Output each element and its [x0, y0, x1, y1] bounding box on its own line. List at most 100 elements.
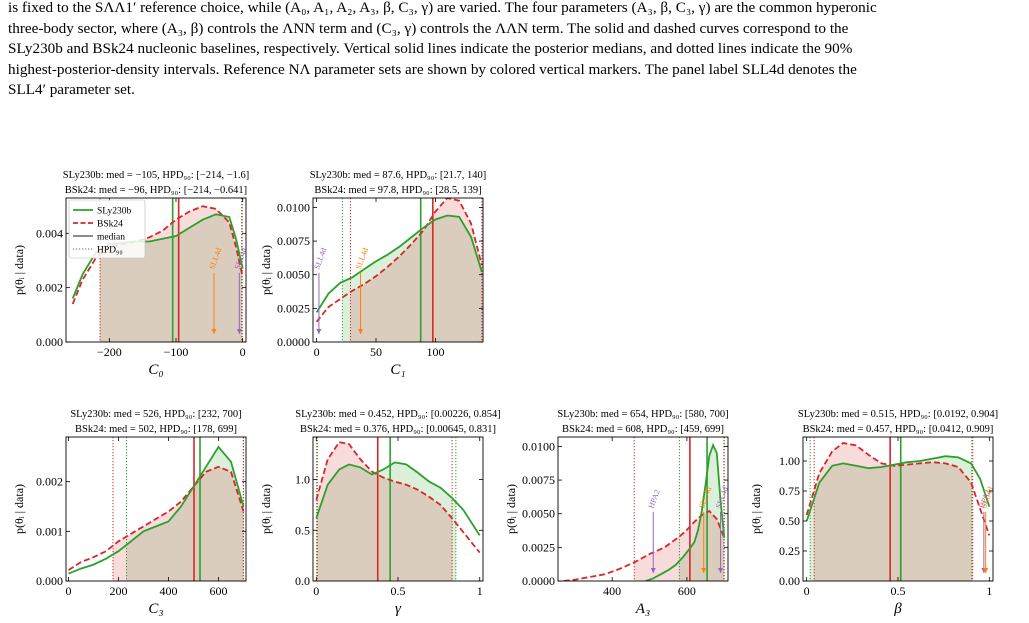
ref-marker-arrow — [650, 568, 656, 573]
y-tick-label: 0.0000 — [277, 335, 310, 349]
bsk-hpd-fill — [317, 442, 453, 581]
y-tick-label: 0.75 — [779, 484, 800, 498]
y-tick-label: 0.0025 — [522, 540, 555, 554]
y-tick-label: 1.0 — [295, 473, 310, 487]
x-tick-label: 100 — [426, 345, 444, 359]
legend: SLy230b BSk24 median HPD₉₀ — [68, 199, 146, 259]
x-tick-label: 0 — [313, 584, 319, 598]
x-tick-label: 600 — [678, 584, 696, 598]
caption-line: SLL4′ parameter set. — [8, 81, 135, 98]
y-tick-label: 1.00 — [779, 454, 800, 468]
panel-plot-area — [315, 437, 481, 581]
bsk-hpd-fill — [113, 466, 244, 581]
y-tick-label: 0.002 — [36, 281, 63, 295]
y-tick-label: 0.5 — [295, 523, 310, 537]
legend-label: SLy230b — [97, 207, 132, 217]
y-axis-label: p(θᵢ | data) — [504, 484, 518, 534]
ref-marker-arrow — [718, 568, 724, 573]
sly-density-curve — [315, 214, 483, 313]
sly-summary-annotation: SLy230b: med = 654, HPD₉₀: [580, 700] — [557, 409, 728, 420]
sly-hpd-fill — [810, 456, 972, 581]
legend-label: median — [97, 233, 125, 243]
x-tick-label: 200 — [110, 584, 128, 598]
bsk-hpd-fill — [814, 443, 973, 581]
legend-box — [68, 199, 146, 259]
sly-hpd-fill — [342, 215, 482, 342]
y-axis-label: p(θᵢ | data) — [749, 484, 763, 534]
y-tick-label: 0.000 — [36, 574, 63, 588]
x-axis-label: γ — [395, 601, 402, 617]
y-tick-label: 0.0075 — [522, 473, 555, 487]
ref-marker-arrow — [701, 568, 707, 573]
caption-line: SLy230b and BSk24 nucleonic baselines, r… — [8, 40, 853, 57]
panel-frame — [312, 197, 484, 343]
x-tick-label: 0.5 — [391, 584, 406, 598]
x-tick-label: 0 — [66, 584, 72, 598]
panel-plot-area — [68, 437, 245, 581]
sly-summary-annotation: SLy230b: med = 526, HPD₉₀: [232, 700] — [70, 409, 241, 420]
x-tick-label: 400 — [603, 584, 621, 598]
ref-marker-label: SLL4d — [312, 247, 328, 271]
ref-marker-arrow — [236, 329, 242, 334]
y-tick-label: 0.00 — [779, 574, 800, 588]
ref-marker-arrow — [358, 329, 364, 334]
bsk-summary-annotation: BSk24: med = 502, HPD₉₀: [178, 699] — [75, 424, 237, 435]
sly-summary-annotation: SLy230b: med = 87.6, HPD₉₀: [21.7, 140] — [310, 170, 487, 181]
figure-caption: is fixed to the SΛΛ1′ reference choice, … — [8, 0, 1021, 101]
bsk-summary-annotation: BSk24: med = 97.8, HPD₉₀: [28.5, 139] — [314, 185, 481, 196]
bsk-hpd-fill — [350, 198, 482, 342]
y-axis-label: p(θᵢ | data) — [12, 245, 26, 295]
legend-label: HPD₉₀ — [97, 246, 123, 256]
bsk-summary-annotation: BSk24: med = 608, HPD₉₀: [459, 699] — [562, 424, 724, 435]
y-tick-label: 0.0025 — [277, 301, 310, 315]
panel-frame — [65, 436, 247, 582]
panel-gamma: 0 0.5 1 0.0 0.5 1.0 γ p(θᵢ | data) SLy230b: med … — [259, 409, 501, 617]
sly-summary-annotation: SLy230b: med = 0.452, HPD₉₀: [0.00226, 0… — [295, 409, 500, 420]
x-tick-label: 1 — [477, 584, 483, 598]
x-tick-label: 0 — [804, 584, 810, 598]
caption-line: three-body sector, where (A₃, β) control… — [8, 19, 849, 37]
x-axis-label: β — [893, 601, 902, 617]
x-tick-label: −200 — [97, 345, 122, 359]
bsk-density-curve — [805, 442, 991, 536]
x-tick-label: 400 — [160, 584, 178, 598]
ref-marker-arrow — [983, 568, 989, 573]
bsk-hpd-fill — [100, 206, 243, 342]
x-tick-label: 1 — [986, 584, 992, 598]
y-axis-label: p(θᵢ | data) — [259, 245, 273, 295]
y-tick-label: 0.0 — [295, 574, 310, 588]
y-tick-label: 0.0000 — [522, 574, 555, 588]
bsk-density-curve — [563, 509, 726, 581]
x-axis-label: C₀ — [148, 362, 163, 378]
bsk-summary-annotation: BSk24: med = 0.376, HPD₉₀: [0.00645, 0.8… — [300, 424, 496, 435]
sly-summary-annotation: SLy230b: med = 0.515, HPD₉₀: [0.0192, 0.… — [798, 409, 998, 420]
y-tick-label: 0.001 — [36, 524, 63, 538]
bsk-summary-annotation: BSk24: med = 0.457, HPD₉₀: [0.0412, 0.90… — [803, 424, 994, 435]
ref-marker-arrow — [211, 329, 217, 334]
bsk-density-curve — [315, 198, 483, 323]
sly-density-curve — [315, 461, 481, 536]
panel-plot-area: SLL4d SLL4d — [312, 198, 483, 342]
x-axis-label: A₃ — [635, 601, 650, 617]
panel-frame — [557, 436, 729, 582]
y-tick-label: 0.25 — [779, 544, 800, 558]
x-tick-label: 600 — [210, 584, 228, 598]
y-axis-label: p(θᵢ | data) — [259, 484, 273, 534]
caption-line: is fixed to the SΛΛ1′ reference choice, … — [8, 0, 877, 16]
bsk-density-curve — [68, 465, 245, 571]
sly-density-curve — [805, 455, 991, 522]
y-tick-label: 0.0075 — [277, 234, 310, 248]
y-tick-label: 0.002 — [36, 475, 63, 489]
x-tick-label: 0.5 — [891, 584, 906, 598]
panel-A3: HPA2 SLL4d SLL4d 400 600 0.0000 0.0025 0.0050 0.… — [504, 409, 729, 617]
x-axis-label: C₃ — [148, 601, 163, 617]
panel-frame — [65, 197, 247, 343]
sly-hpd-fill — [126, 446, 244, 581]
y-tick-label: 0.50 — [779, 514, 800, 528]
x-axis-label: C₁ — [390, 362, 405, 378]
bsk-density-curve — [315, 441, 481, 554]
sly-density-curve — [68, 445, 245, 575]
